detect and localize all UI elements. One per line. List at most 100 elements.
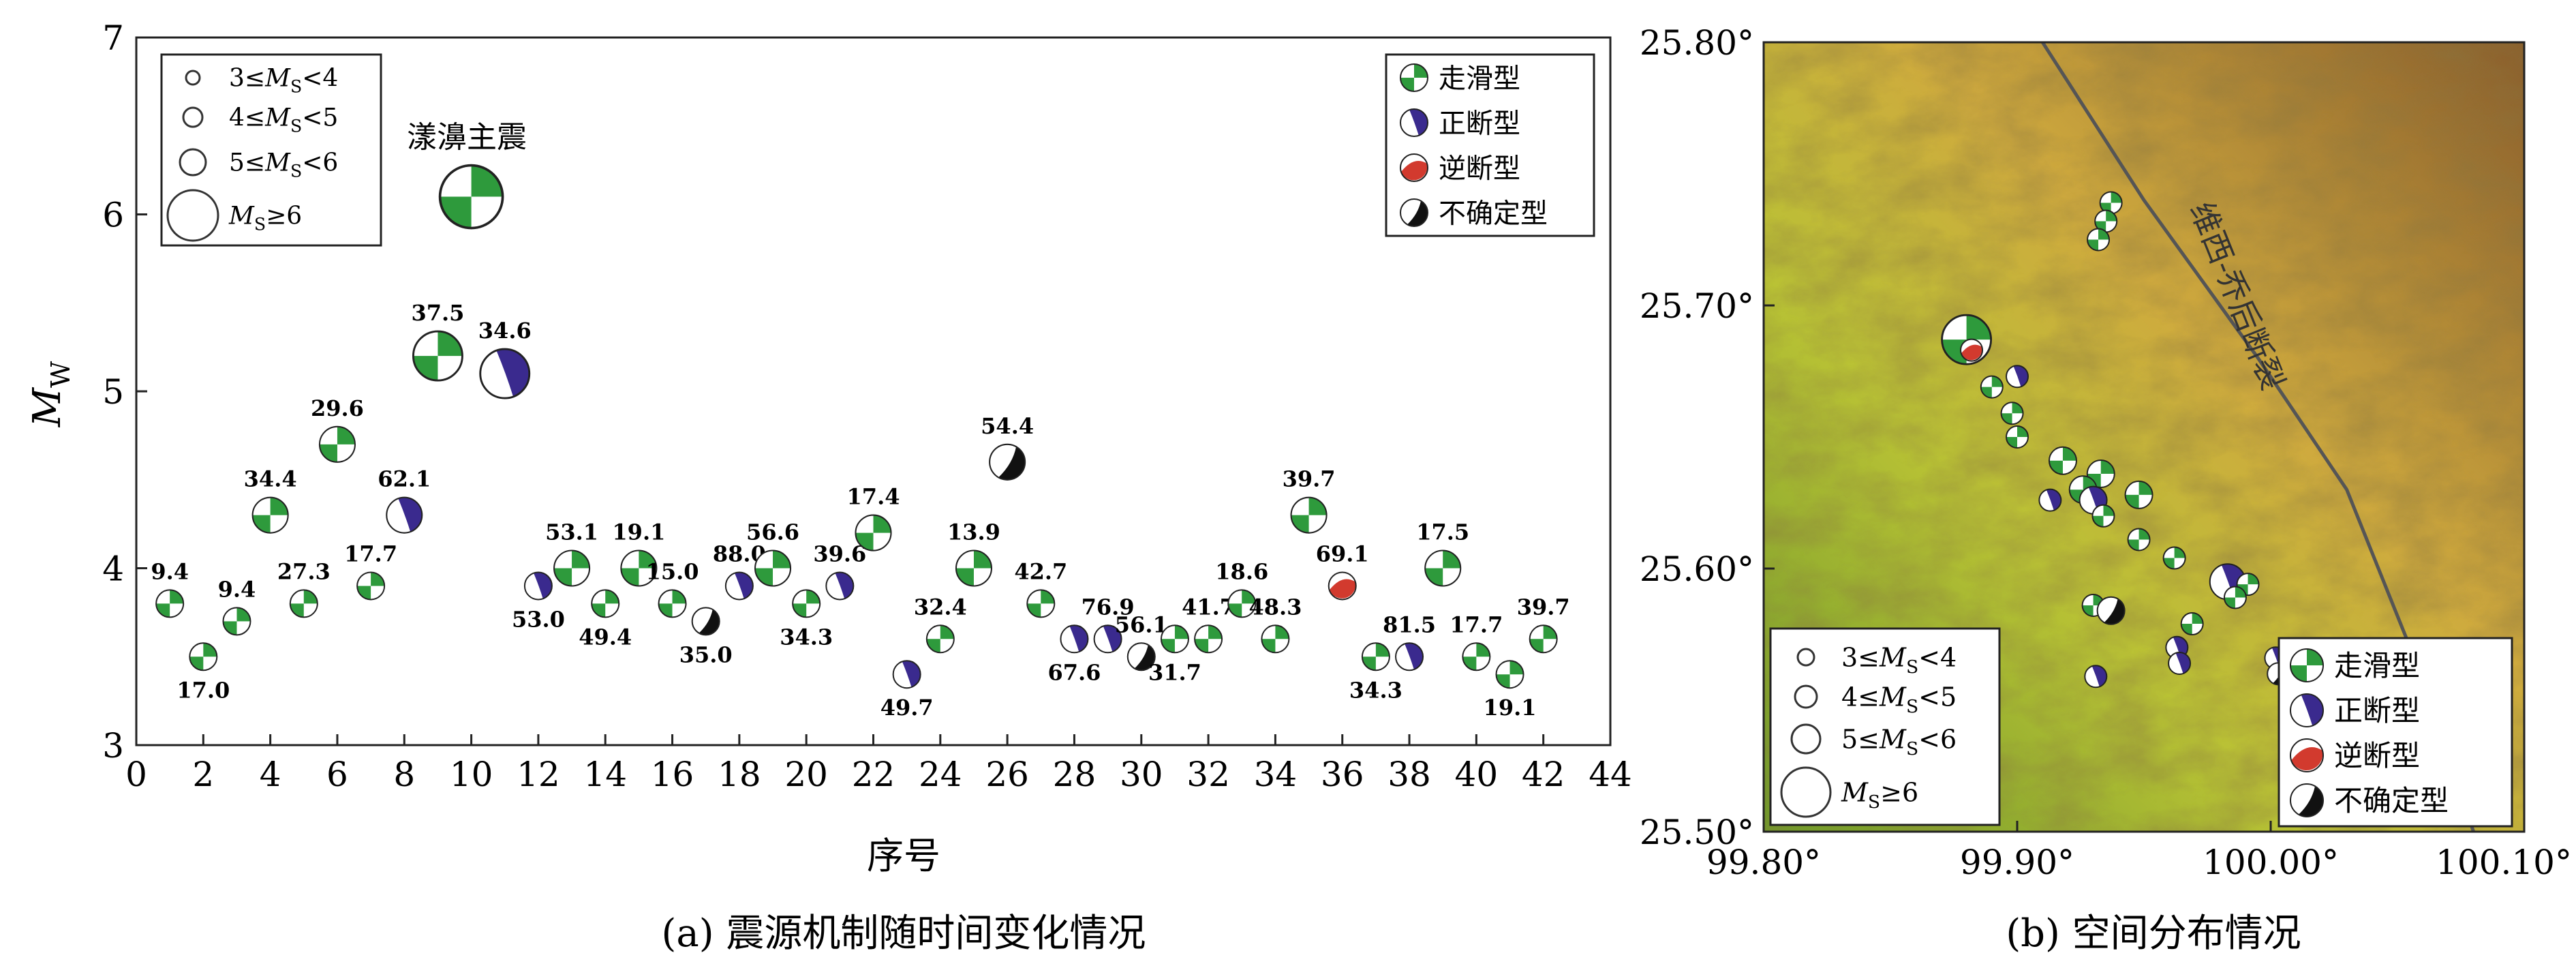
x-tick-label: 16 bbox=[651, 755, 694, 794]
event-beachball bbox=[1395, 642, 1424, 671]
x-tick-label: 20 bbox=[784, 755, 828, 794]
size-legend-item: MS≥6 bbox=[166, 189, 302, 242]
type-legend-label: 逆断型 bbox=[2334, 739, 2420, 772]
event-beachball bbox=[1495, 660, 1524, 689]
event-distance-label: 32.4 bbox=[914, 594, 967, 620]
map-x-tick-label: 99.90° bbox=[1960, 843, 2074, 882]
event-distance-label: 41.7 bbox=[1182, 594, 1235, 620]
event-distance-label: 62.1 bbox=[378, 466, 431, 492]
x-tick-label: 28 bbox=[1053, 755, 1097, 794]
event-beachball bbox=[1026, 589, 1056, 618]
panel-b-axes: 99.80° 99.90° 100.00° 100.10° 25.50° 25.60° 25… bbox=[1640, 23, 2572, 882]
x-tick-label: 44 bbox=[1589, 755, 1632, 794]
x-tick-label: 8 bbox=[393, 755, 415, 794]
event-distance-label: 54.4 bbox=[981, 413, 1034, 439]
x-tick-label: 24 bbox=[919, 755, 962, 794]
size-legend-label: 4≤MS<5 bbox=[229, 104, 338, 136]
legend-beachball-normal bbox=[2290, 693, 2324, 727]
event-beachball bbox=[386, 496, 423, 534]
event-beachball bbox=[155, 589, 185, 618]
panel-a-timeline-chart: 0 2 4 6 8 10 12 14 16 18 20 22 24 26 28 30 32 34 36 38 40 42 4… bbox=[25, 18, 1632, 956]
map-y-tick-label: 25.80° bbox=[1640, 23, 1754, 63]
type-legend-item: 走滑型 bbox=[1400, 63, 1520, 94]
x-tick-label: 2 bbox=[192, 755, 214, 794]
event-distance-label: 76.9 bbox=[1082, 594, 1135, 620]
map-event-beachball bbox=[2124, 480, 2153, 509]
event-beachball bbox=[189, 642, 218, 671]
event-beachball bbox=[1462, 642, 1491, 671]
event-beachball bbox=[553, 549, 591, 587]
x-tick-label: 14 bbox=[583, 755, 627, 794]
event-beachball bbox=[591, 589, 620, 618]
event-distance-label: 34.6 bbox=[478, 318, 532, 344]
x-tick-label: 36 bbox=[1321, 755, 1364, 794]
type-legend-label: 逆断型 bbox=[1439, 153, 1520, 184]
event-distance-label: 39.6 bbox=[813, 541, 866, 567]
caption-b: (b) 空间分布情况 bbox=[2006, 911, 2301, 956]
panel-a-axes: 0 2 4 6 8 10 12 14 16 18 20 22 24 26 28 30 32 34 36 38 40 42 4… bbox=[102, 18, 1632, 794]
map-event-beachball bbox=[2096, 596, 2126, 625]
caption-a: (a) 震源机制随时间变化情况 bbox=[662, 911, 1146, 956]
event-beachball bbox=[251, 496, 289, 534]
x-tick-label: 10 bbox=[450, 755, 493, 794]
event-distance-label: 17.0 bbox=[177, 677, 230, 703]
event-distance-label: 35.0 bbox=[679, 642, 733, 667]
event-distance-label: 49.7 bbox=[880, 695, 934, 721]
event-distance-label: 17.7 bbox=[1450, 612, 1503, 637]
event-distance-label: 19.1 bbox=[612, 519, 665, 545]
panel-b-spatial-map: 维西-乔后断裂 99.80° 99.90° 100.00° 100.10°25.50°… bbox=[1640, 23, 2572, 956]
size-legend-item: MS≥6 bbox=[1780, 766, 1918, 818]
x-tick-label: 6 bbox=[326, 755, 348, 794]
event-distance-label: 39.7 bbox=[1517, 594, 1570, 620]
size-legend-item: 5≤MS<6 bbox=[1790, 723, 1957, 759]
map-event-beachball bbox=[2168, 651, 2192, 675]
size-legend-label: 5≤MS<6 bbox=[1841, 724, 1957, 759]
event-distance-label: 31.7 bbox=[1148, 659, 1201, 685]
y-tick-label: 6 bbox=[102, 196, 124, 235]
map-event-beachball bbox=[2048, 446, 2077, 475]
event-beachball bbox=[825, 571, 855, 601]
event-distance-label: 53.1 bbox=[545, 519, 598, 545]
map-frame bbox=[1762, 41, 2526, 833]
map-event-beachball bbox=[2094, 209, 2118, 233]
legend-beachball-strike bbox=[2290, 648, 2324, 682]
event-beachball bbox=[1290, 496, 1328, 534]
event-distance-label: 69.1 bbox=[1316, 541, 1369, 567]
map-event-beachball bbox=[2000, 402, 2024, 425]
map-x-tick-label: 100.00° bbox=[2203, 843, 2339, 882]
x-tick-label: 26 bbox=[985, 755, 1029, 794]
type-legend-item: 正断型 bbox=[2290, 693, 2420, 727]
type-legend-item: 逆断型 bbox=[2290, 738, 2420, 772]
event-beachball bbox=[1529, 624, 1558, 654]
event-distance-label: 34.3 bbox=[780, 624, 833, 650]
size-legend-a: 3≤MS<4 4≤MS<5 5≤MS<6 MS≥6 bbox=[160, 53, 382, 247]
event-distance-label: 67.6 bbox=[1047, 659, 1101, 685]
y-tick-label: 4 bbox=[102, 549, 124, 589]
type-legend-item: 走滑型 bbox=[2290, 648, 2420, 682]
map-event-beachball bbox=[2087, 228, 2111, 252]
event-distance-label: 18.6 bbox=[1215, 558, 1268, 584]
map-event-beachball bbox=[2180, 612, 2204, 636]
event-beachball bbox=[955, 549, 993, 587]
x-tick-label: 0 bbox=[125, 755, 147, 794]
map-event-beachball bbox=[2223, 586, 2247, 609]
x-tick-label: 38 bbox=[1387, 755, 1431, 794]
size-legend-item: 4≤MS<5 bbox=[1794, 682, 1957, 717]
type-legend-item: 不确定型 bbox=[1400, 198, 1548, 229]
event-distance-label: 17.5 bbox=[1416, 519, 1469, 545]
legend-beachball-reverse bbox=[2290, 738, 2324, 772]
map-event-beachball bbox=[2162, 546, 2186, 570]
event-beachball bbox=[222, 607, 251, 636]
event-distance-label: 15.0 bbox=[646, 558, 699, 584]
x-tick-label: 4 bbox=[260, 755, 281, 794]
size-legend-item: 3≤MS<4 bbox=[1796, 642, 1957, 678]
x-tick-label: 34 bbox=[1254, 755, 1298, 794]
event-beachball bbox=[925, 624, 955, 654]
x-tick-label: 22 bbox=[852, 755, 895, 794]
y-axis-label: MW bbox=[25, 361, 76, 427]
event-distance-label: 53.0 bbox=[512, 606, 565, 632]
size-legend-item: 4≤MS<5 bbox=[182, 104, 338, 136]
